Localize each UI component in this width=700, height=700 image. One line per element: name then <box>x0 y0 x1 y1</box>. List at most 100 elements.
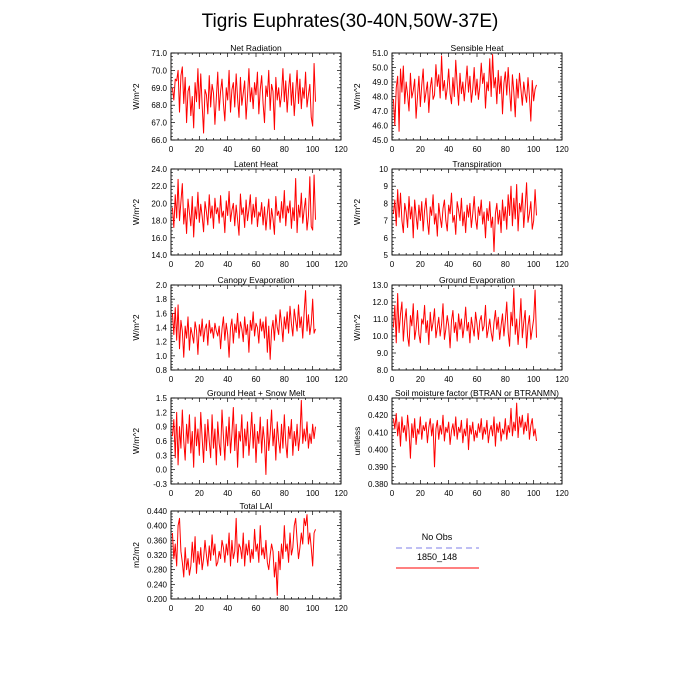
y-tick-label: 14.0 <box>151 251 167 260</box>
series-line <box>171 514 316 596</box>
series-line <box>392 402 537 468</box>
legend-label: No Obs <box>422 532 453 542</box>
x-tick-label: 60 <box>473 260 482 269</box>
x-tick-label: 100 <box>306 604 320 613</box>
panel-title: Ground Heat + Snow Melt <box>207 388 306 398</box>
y-tick-label: 0.420 <box>368 411 389 420</box>
y-axis-label: W/m^2 <box>352 199 362 225</box>
panel-title: Latent Heat <box>234 159 279 169</box>
panel-5: 0 20 40 60 80 100 120 0.8 1.0 1.2 1.4 1.6 1.8 2.0 Cano… <box>131 275 348 384</box>
y-axis-label: W/m^2 <box>352 83 362 109</box>
y-tick-label: 45.0 <box>372 136 388 145</box>
panel-7: 0 20 40 60 80 100 120 -0.3 0.0 0.3 0.6 0.9 1.2 1.5 Gro… <box>131 388 348 498</box>
x-tick-label: 120 <box>334 375 348 384</box>
y-tick-label: 0.3 <box>156 451 168 460</box>
x-tick-label: 40 <box>444 260 453 269</box>
x-tick-label: 60 <box>473 145 482 154</box>
y-tick-label: 9 <box>384 182 389 191</box>
x-tick-label: 100 <box>527 260 541 269</box>
x-tick-label: 100 <box>527 145 541 154</box>
y-tick-label: 66.0 <box>151 136 167 145</box>
x-tick-label: 120 <box>334 604 348 613</box>
y-tick-label: 70.0 <box>151 66 167 75</box>
y-tick-label: 48.0 <box>372 93 388 102</box>
legend: No Obs 1850_148 <box>396 532 479 569</box>
y-axis-label: unitless <box>352 427 362 456</box>
x-tick-label: 40 <box>223 604 232 613</box>
panel-4: 0 20 40 60 80 100 120 5 6 7 8 9 10 Transpiration W/m^2 <box>352 159 569 269</box>
panel-3: 0 20 40 60 80 100 120 14.0 16.0 18.0 20.0 22.0 24.0 L… <box>131 159 348 269</box>
y-tick-label: 1.4 <box>156 324 168 333</box>
y-tick-label: 11.0 <box>373 315 389 324</box>
y-tick-label: 69.0 <box>151 84 167 93</box>
x-tick-label: 0 <box>390 145 395 154</box>
x-tick-label: 60 <box>252 489 261 498</box>
y-axis-label: W/m^2 <box>131 314 141 340</box>
x-tick-label: 0 <box>169 489 174 498</box>
panel-2: 0 20 40 60 80 100 120 45.0 46.0 47.0 48.0 49.0 50.0 5… <box>352 43 569 154</box>
panel-9: 0 20 40 60 80 100 120 0.200 0.240 0.280 0.320 0.360… <box>131 501 348 613</box>
x-tick-label: 100 <box>306 145 320 154</box>
series-line <box>392 287 537 349</box>
y-tick-label: 0.280 <box>147 566 168 575</box>
panel-title: Net Radiation <box>230 43 282 53</box>
panels: 0 20 40 60 80 100 12066.067.068.069.070.071.0N… <box>131 43 569 613</box>
y-tick-label: 50.0 <box>372 64 388 73</box>
x-tick-label: 80 <box>501 489 510 498</box>
plot-frame <box>170 510 342 600</box>
x-tick-label: 40 <box>223 260 232 269</box>
x-tick-label: 0 <box>169 375 174 384</box>
x-tick-label: 80 <box>280 489 289 498</box>
y-tick-label: 18.0 <box>151 217 167 226</box>
y-tick-label: 49.0 <box>372 78 388 87</box>
x-tick-label: 120 <box>555 145 569 154</box>
x-tick-label: 40 <box>223 489 232 498</box>
x-tick-label: 60 <box>473 375 482 384</box>
x-tick-label: 60 <box>252 260 261 269</box>
y-tick-label: 8 <box>384 199 389 208</box>
series-line <box>171 290 316 360</box>
y-tick-label: 0.0 <box>156 466 168 475</box>
x-tick-label: 60 <box>252 145 261 154</box>
y-tick-label: 0.200 <box>147 595 168 604</box>
figure-title: Tigris Euphrates(30-40N,50W-37E) <box>202 11 499 32</box>
x-tick-label: 40 <box>444 145 453 154</box>
series-line <box>171 62 316 134</box>
x-tick-label: 40 <box>444 489 453 498</box>
y-tick-label: 0.400 <box>147 522 168 531</box>
x-tick-label: 120 <box>555 489 569 498</box>
x-tick-label: 80 <box>501 260 510 269</box>
y-tick-label: 68.0 <box>151 101 167 110</box>
y-axis-label: W/m^2 <box>131 428 141 454</box>
y-tick-label: 6 <box>384 234 389 243</box>
y-axis-label: W/m^2 <box>352 314 362 340</box>
x-tick-label: 0 <box>390 489 395 498</box>
panel-title: Canopy Evaporation <box>217 275 294 285</box>
x-tick-label: 120 <box>555 375 569 384</box>
y-tick-label: 0.6 <box>156 437 168 446</box>
x-tick-label: 20 <box>416 145 425 154</box>
y-tick-label: 0.9 <box>156 423 168 432</box>
y-tick-label: 51.0 <box>372 49 388 58</box>
x-tick-label: 0 <box>390 375 395 384</box>
x-tick-label: 120 <box>334 260 348 269</box>
x-tick-label: 0 <box>390 260 395 269</box>
y-tick-label: -0.3 <box>153 480 167 489</box>
y-tick-label: 46.0 <box>372 122 388 131</box>
y-tick-label: 20.0 <box>151 199 167 208</box>
y-tick-label: 0.380 <box>368 480 389 489</box>
y-tick-label: 67.0 <box>151 119 167 128</box>
x-tick-label: 80 <box>501 375 510 384</box>
y-tick-label: 0.430 <box>368 394 389 403</box>
y-tick-label: 10 <box>379 165 388 174</box>
x-tick-label: 0 <box>169 604 174 613</box>
panel-8: 0 20 40 60 80 100 120 0.380 0.390 0.400 0.410 0.420… <box>352 388 569 498</box>
panel-1: 0 20 40 60 80 100 120 66.0 67.0 68.0 69.0 70.0 71.0 N… <box>131 43 348 154</box>
y-tick-label: 13.0 <box>372 281 388 290</box>
x-tick-label: 100 <box>527 489 541 498</box>
legend-label: 1850_148 <box>417 552 457 562</box>
series-line <box>392 182 537 253</box>
x-tick-label: 120 <box>334 489 348 498</box>
x-tick-label: 100 <box>527 375 541 384</box>
